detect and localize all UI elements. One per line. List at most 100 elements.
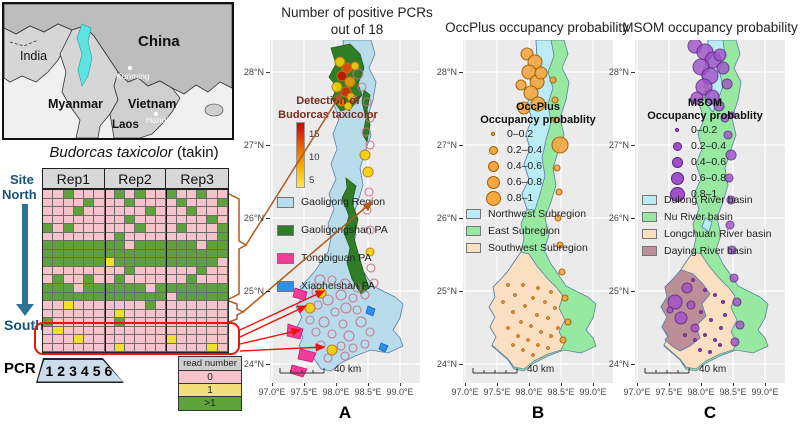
size-row-3: 0.4–0.6 xyxy=(484,158,542,174)
site-dot xyxy=(536,343,540,347)
site-circle xyxy=(343,101,353,111)
grid-cell xyxy=(217,343,228,353)
grid-cell xyxy=(53,198,64,208)
grid-cell xyxy=(94,326,105,336)
grid-cell xyxy=(53,335,64,344)
grid-cell xyxy=(94,258,105,267)
y-axis-tick-label: 24°N xyxy=(436,359,457,369)
grid-cell xyxy=(166,232,177,242)
x-axis-tick xyxy=(701,383,702,386)
size-row-2: 0.2–0.4 xyxy=(668,138,726,154)
grid-cell xyxy=(186,266,198,276)
grid-cell xyxy=(125,249,136,259)
grid-cell xyxy=(145,249,157,259)
y-axis-tick-label: 26°N xyxy=(608,213,629,223)
grid-cell xyxy=(43,249,54,259)
grid-cell xyxy=(135,266,146,276)
site-dot xyxy=(722,312,728,318)
x-axis-tick xyxy=(765,383,766,386)
grid-cell xyxy=(135,190,146,199)
grid-cell xyxy=(125,309,136,319)
grid-cell xyxy=(73,275,85,285)
size-row-4: 0.6–0.8 xyxy=(668,170,726,186)
size-label-5: 0.8–1 xyxy=(507,192,534,204)
grid-cell xyxy=(176,343,187,353)
grid-cell xyxy=(156,232,167,242)
grid-cell xyxy=(125,343,136,353)
grid-cell xyxy=(135,275,146,285)
grid-cell xyxy=(63,275,74,285)
grid-cell xyxy=(43,326,54,336)
x-axis-tick-label: 98.5°E xyxy=(547,387,575,397)
species-title: Budorcas taxicolor (takin) xyxy=(28,144,240,161)
grid-cell xyxy=(43,301,54,310)
grid-cell xyxy=(166,266,177,276)
y-axis-tick-label: 27°N xyxy=(608,140,629,150)
tongbiguan-pa-swatch xyxy=(277,252,294,264)
site-circle xyxy=(726,195,736,205)
grid-cell xyxy=(104,301,115,310)
east-subregion-swatch xyxy=(466,226,481,236)
x-axis-tick-label: 97.5°E xyxy=(483,387,511,397)
grid-cell xyxy=(186,224,198,233)
grid-cell xyxy=(104,335,115,344)
grid-cell xyxy=(207,232,218,242)
grid-cell xyxy=(217,309,228,319)
grid-cell xyxy=(104,343,115,353)
panel-b-plot xyxy=(463,39,613,383)
grid-cell xyxy=(114,343,126,353)
bracket-mid-sites xyxy=(228,300,245,323)
grid-cell xyxy=(73,326,85,336)
grid-cell xyxy=(207,275,218,285)
grid-cell xyxy=(114,292,126,302)
site-circle-open xyxy=(365,113,375,123)
grid-cell xyxy=(145,309,157,319)
grid-cell xyxy=(145,292,157,302)
grid-cell xyxy=(176,232,187,242)
grid-cell xyxy=(156,215,167,225)
grid-cell xyxy=(114,301,126,310)
grid-cell xyxy=(125,207,136,216)
grid-cell xyxy=(114,258,126,267)
grid-cell xyxy=(104,224,115,233)
grid-cell xyxy=(114,249,126,259)
southwest-subregion-swatch xyxy=(466,243,481,253)
size-label-2: 0.2–0.4 xyxy=(507,144,543,156)
grid-cell xyxy=(166,292,177,302)
grid-cell xyxy=(135,241,146,250)
grid-cell xyxy=(94,301,105,310)
site-dot xyxy=(511,343,515,347)
gaoligong-region-swatch xyxy=(277,196,294,208)
south-label: South xyxy=(4,317,44,333)
legend-row-gaoligong-region: Gaoligong Region xyxy=(277,196,388,208)
grid-cell xyxy=(94,241,105,250)
site-circle-open xyxy=(348,343,358,353)
x-axis-tick xyxy=(304,383,305,386)
grid-cell xyxy=(84,198,95,208)
x-axis-tick-label: 98.0°E xyxy=(322,387,350,397)
site-dot xyxy=(516,334,520,338)
x-axis-tick-label: 98.5°E xyxy=(354,387,382,397)
grid-cell xyxy=(63,232,74,242)
grid-cell xyxy=(186,275,198,285)
island xyxy=(204,103,224,117)
panel-a-legend-title1: Detection of xyxy=(296,95,360,107)
grid-cell xyxy=(176,335,187,344)
grid-cell xyxy=(176,258,187,267)
grid-cell xyxy=(156,249,167,259)
grid-cell xyxy=(186,207,198,216)
size-row-1: 0–0.2 xyxy=(484,126,542,142)
grid-cell xyxy=(104,190,115,199)
grid-cell xyxy=(207,309,218,319)
panel-b-size-legend: 0–0.2 0.2–0.4 0.4–0.6 0.6–0.8 0.8–1 xyxy=(484,126,542,206)
grid-cell xyxy=(94,292,105,302)
panel-a-title-line2: out of 18 xyxy=(330,21,384,37)
site-circle xyxy=(559,336,567,344)
panel-a-letter: A xyxy=(338,403,352,422)
grid-cell xyxy=(145,241,157,250)
bracket-north-sites xyxy=(228,193,248,300)
grid-cell xyxy=(53,241,64,250)
grid-cell xyxy=(63,224,74,233)
grid-cell xyxy=(176,190,187,199)
